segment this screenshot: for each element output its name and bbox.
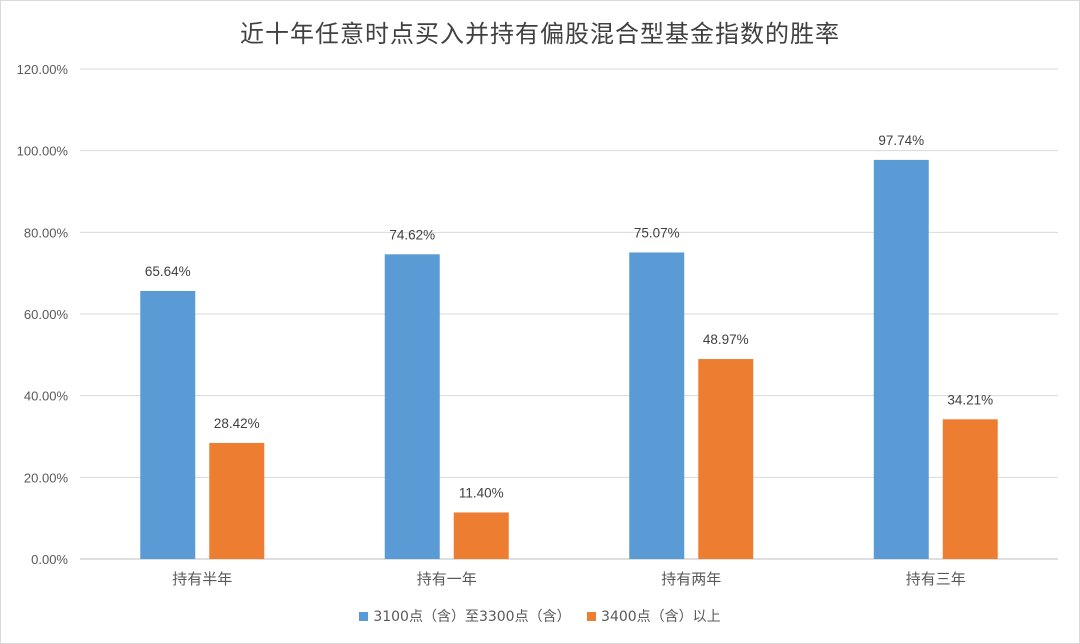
legend-label-series-2: 3400点（含）以上 [601,609,721,625]
x-category-label: 持有半年 [172,570,232,588]
x-category-label: 持有三年 [906,570,966,588]
bar-series-1 [140,290,196,559]
legend-item-series-2: 3400点（含）以上 [587,606,721,626]
y-tick-label: 20.00% [24,470,69,485]
legend-swatch-series-1 [359,611,369,621]
y-tick-label: 0.00% [31,552,68,567]
data-label: 75.07% [634,225,680,240]
bar-series-2 [453,512,509,559]
bar-series-2 [942,419,998,559]
data-label: 11.40% [459,485,504,500]
x-category-label: 持有一年 [417,570,477,588]
legend-item-series-1: 3100点（含）至3300点（含） [359,606,571,626]
legend: 3100点（含）至3300点（含） 3400点（含）以上 [0,606,1080,626]
bar-series-1 [873,159,929,559]
data-label: 74.62% [389,227,435,242]
legend-label-series-1: 3100点（含）至3300点（含） [373,609,571,625]
x-category-label: 持有两年 [661,570,721,588]
y-tick-label: 100.00% [17,144,69,159]
data-label: 48.97% [703,332,749,347]
bar-series-1 [384,254,440,559]
data-label: 28.42% [214,416,260,431]
data-label: 97.74% [878,133,924,148]
bar-series-2 [698,359,754,559]
y-tick-label: 60.00% [24,307,69,322]
data-label: 34.21% [947,392,993,407]
legend-swatch-series-2 [587,611,597,621]
data-label: 65.64% [145,264,191,279]
bar-series-2 [209,442,265,559]
y-tick-label: 80.00% [24,225,69,240]
y-tick-label: 120.00% [17,62,69,77]
bar-series-1 [629,252,685,559]
chart-title: 近十年任意时点买入并持有偏股混合型基金指数的胜率 [240,20,840,48]
y-tick-label: 40.00% [24,389,69,404]
